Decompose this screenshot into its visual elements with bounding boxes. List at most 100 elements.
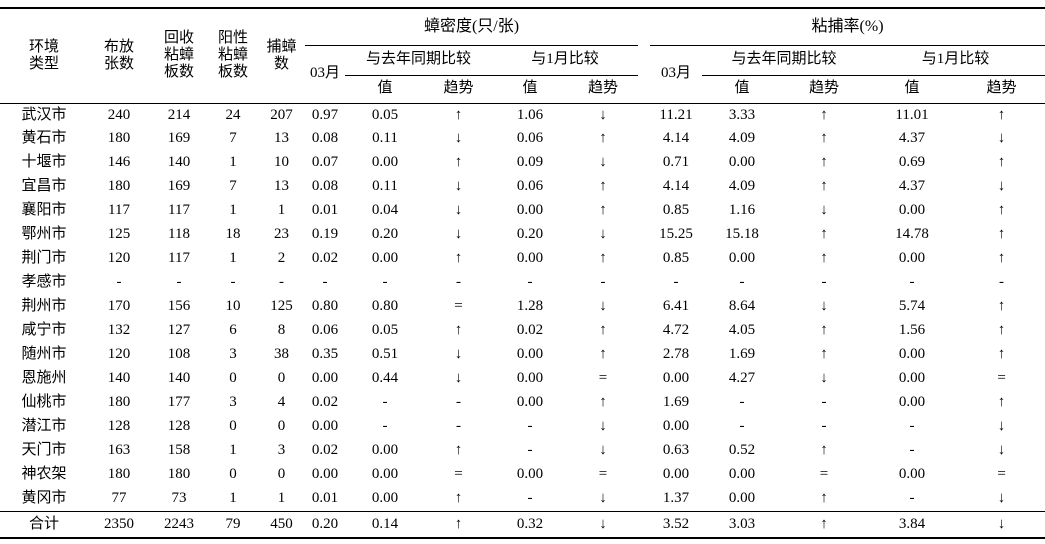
value-cell: ↑ [599,322,607,339]
value-cell: 125 [270,298,293,315]
value-cell: ↓ [820,370,828,387]
value-cell: - [456,394,461,411]
value-cell: ↓ [599,154,607,171]
value-cell: 0.00 [371,466,399,483]
table-row: 十堰市 146 140 1 10 0.07 0.00 ↑ 0.09 ↓ 0.71 0.00 ↑ 0.69 ↑ [0,151,1045,175]
value-cell: 0.02 [516,322,544,339]
value-cell: 4.09 [728,130,756,147]
value-cell: ↑ [454,322,463,339]
table-row: 咸宁市 132 127 6 8 0.06 0.05 ↑ 0.02 ↑ 4.72 4.05 ↑ 1.56 ↑ [0,319,1045,343]
row-label-cell: 孝感市 [21,274,67,291]
value-cell: = [454,466,463,483]
value-cell: 0.00 [662,370,690,387]
col-header-rate-yoy: 与去年同期比较 [702,45,867,76]
value-cell: 11.01 [895,106,929,123]
value-cell: ↓ [997,418,1006,435]
col-header-caught: 捕蟑 数 [258,8,305,104]
table-row: 黄石市 180 169 7 13 0.08 0.11 ↓ 0.06 ↑ 4.14 4.09 ↑ 4.37 ↓ [0,127,1045,151]
column-gap [638,439,650,463]
value-cell: - [909,490,915,507]
value-cell: 0.00 [371,442,399,459]
table-row: 宜昌市 180 169 7 13 0.08 0.11 ↓ 0.06 ↑ 4.14 4.09 ↑ 4.37 ↓ [0,175,1045,199]
value-cell: ↑ [454,154,463,171]
value-cell: 0.00 [311,418,339,435]
value-cell: 0.00 [311,466,339,483]
value-cell: 0.00 [516,370,544,387]
value-cell: 6 [229,322,237,339]
value-cell: 0.19 [311,226,339,243]
value-cell: ↑ [820,322,828,339]
value-cell: 0.05 [371,106,399,123]
header-row-value-trend: 值 趋势 值 趋势 值 趋势 值 趋势 [0,75,1045,104]
table-row: 襄阳市 117 117 1 1 0.01 0.04 ↓ 0.00 ↑ 0.85 1.16 ↓ 0.00 ↑ [0,199,1045,223]
value-cell: 1.06 [516,106,544,123]
value-cell: 0 [229,418,237,435]
value-cell: 170 [107,298,131,315]
value-cell: 0.69 [898,154,926,171]
value-cell: ↓ [454,370,463,387]
value-cell: 4 [277,394,286,411]
row-label-cell: 鄂州市 [21,226,67,243]
value-cell: ↓ [997,442,1006,459]
value-cell: 79 [208,510,258,538]
value-cell: - [821,394,827,411]
col-header-rate-jan-value: 值 [866,75,959,104]
value-cell: 0.00 [311,370,339,387]
value-cell: 1 [277,490,286,507]
value-cell: ↓ [599,226,607,243]
value-cell: 1 [229,202,237,219]
value-cell: 3.33 [728,106,756,123]
table-row: 恩施州 140 140 0 0 0.00 0.44 ↓ 0.00 = 0.00 4.27 ↓ 0.00 = [0,367,1045,391]
table-row: 鄂州市 125 118 18 23 0.19 0.20 ↓ 0.20 ↓ 15.25 15.18 ↑ 14… [0,223,1045,247]
value-cell: 125 [107,226,131,243]
value-cell: 15.18 [725,226,759,243]
value-cell: 0.08 [311,130,339,147]
row-label-cell: 天门市 [21,442,67,459]
value-cell: 169 [167,178,191,195]
value-cell: - [322,274,328,291]
value-cell: ↑ [820,130,828,147]
value-cell: ↑ [599,250,607,267]
value-cell: ↑ [997,202,1006,219]
value-cell: 1.69 [728,346,756,363]
column-gap [638,391,650,415]
surveillance-table: 环境 类型 布放 张数 回收 粘蟑 板数 阳性 粘蟑 板数 捕蟑 数 蟑密度(只… [0,7,1045,539]
value-cell: 8.64 [728,298,756,315]
value-cell: - [382,418,388,435]
value-cell: 0.06 [516,178,544,195]
value-cell: 180 [107,466,131,483]
value-cell: - [600,274,606,291]
value-cell: 0.02 [311,250,339,267]
value-cell: 0.85 [662,250,690,267]
value-cell: 0.00 [371,490,399,507]
value-cell: 0.00 [662,418,690,435]
value-cell: ↓ [997,130,1006,147]
col-header-rate-yoy-value: 值 [702,75,783,104]
value-cell: 1 [229,442,237,459]
value-cell: 0.00 [728,490,756,507]
col-header-density-yoy: 与去年同期比较 [345,45,492,76]
value-cell: - [176,274,182,291]
value-cell: - [456,418,461,435]
value-cell: 0.32 [492,510,568,538]
value-cell: 214 [167,106,191,123]
column-gap [638,151,650,175]
value-cell: = [598,370,608,387]
value-cell: 0.14 [345,510,425,538]
value-cell: 0.00 [516,346,544,363]
value-cell: - [527,274,533,291]
value-cell: 4.37 [898,130,926,147]
value-cell: 0.04 [371,202,399,219]
value-cell: 0.00 [898,346,926,363]
row-label-cell: 武汉市 [21,106,67,123]
col-header-rate-month: 03月 [650,45,703,104]
value-cell: ↑ [820,250,828,267]
group-header-rate: 粘捕率(%) [650,8,1045,46]
value-cell: 0.20 [516,226,544,243]
value-cell: 0.09 [516,154,544,171]
value-cell: - [527,490,533,507]
value-cell: ↑ [599,202,607,219]
value-cell: ↑ [820,442,828,459]
row-label-cell: 合计 [0,510,88,538]
row-label-cell: 黄石市 [21,130,67,147]
